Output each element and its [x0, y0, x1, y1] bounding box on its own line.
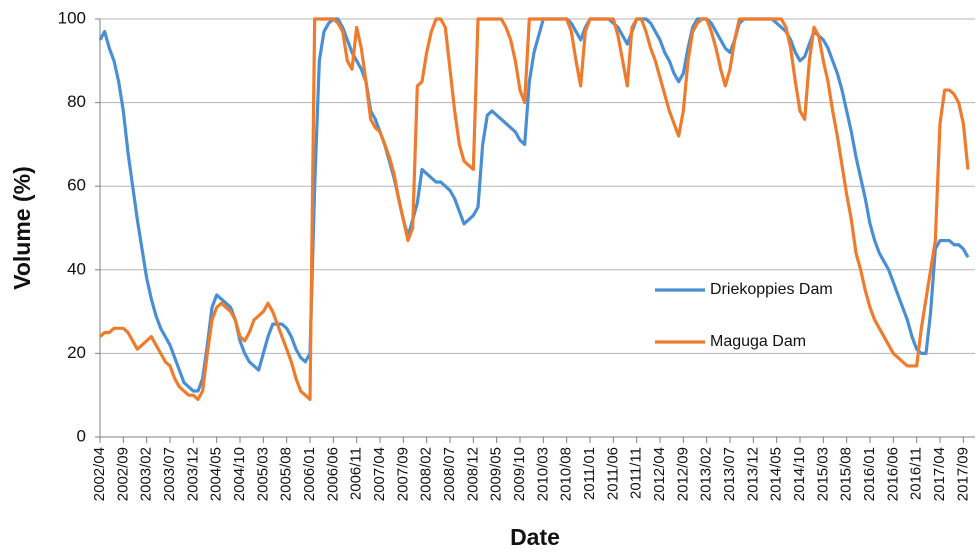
x-tick-label: 2010/08: [558, 447, 575, 501]
x-tick-label: 2006/11: [348, 447, 365, 500]
x-tick-label: 2013/02: [698, 447, 715, 501]
x-tick-label: 2002/04: [91, 447, 108, 501]
x-tick-label: 2005/03: [254, 447, 271, 501]
x-tick-label: 2006/01: [301, 447, 318, 501]
y-tick-label: 80: [67, 92, 86, 111]
y-tick-label: 0: [77, 426, 86, 445]
legend-label: Driekoppies Dam: [710, 281, 833, 298]
x-tick-label: 2008/12: [464, 447, 481, 501]
x-tick-label: 2002/09: [114, 447, 131, 501]
x-tick-label: 2008/07: [441, 447, 458, 501]
x-tick-label: 2011/06: [604, 447, 621, 500]
x-tick-label: 2003/07: [161, 447, 178, 501]
x-tick-label: 2016/11: [908, 447, 925, 500]
x-tick-label: 2013/07: [721, 447, 738, 501]
x-tick-label: 2007/09: [394, 447, 411, 501]
x-tick-label: 2016/06: [884, 447, 901, 501]
x-tick-label: 2008/02: [418, 447, 435, 501]
x-tick-label: 2014/05: [768, 447, 785, 501]
x-axis-title: Date: [510, 524, 560, 550]
x-tick-label: 2005/08: [278, 447, 295, 501]
x-tick-label: 2014/10: [791, 447, 808, 501]
data-line: [98, 17, 970, 401]
x-tick-label: 2010/03: [534, 447, 551, 501]
x-tick-label: 2011/01: [581, 447, 598, 500]
x-tick-label: 2004/10: [231, 447, 248, 501]
y-axis-title: Volume (%): [9, 166, 35, 290]
x-tick-label: 2015/03: [814, 447, 831, 501]
x-tick-label: 2009/10: [511, 447, 528, 501]
y-tick-label: 100: [58, 8, 86, 27]
x-tick-label: 2003/02: [138, 447, 155, 501]
x-tick-label: 2016/01: [861, 447, 878, 501]
x-tick-label: 2012/04: [651, 447, 668, 501]
x-tick-label: 2012/09: [674, 447, 691, 501]
legend-label: Maguga Dam: [710, 333, 806, 350]
x-tick-label: 2003/12: [184, 447, 201, 501]
y-tick-label: 40: [67, 259, 86, 278]
x-tick-label: 2013/12: [744, 447, 761, 501]
x-tick-label: 2007/04: [371, 447, 388, 501]
x-tick-label: 2015/08: [838, 447, 855, 501]
x-tick-label: 2004/05: [208, 447, 225, 501]
y-tick-label: 20: [67, 343, 86, 362]
y-tick-label: 60: [67, 176, 86, 195]
x-tick-label: 2011/11: [628, 447, 645, 499]
x-tick-label: 2017/09: [954, 447, 971, 501]
x-tick-label: 2006/06: [324, 447, 341, 501]
x-tick-label: 2017/04: [931, 447, 948, 501]
x-tick-label: 2009/05: [488, 447, 505, 501]
data-line: [98, 17, 970, 393]
